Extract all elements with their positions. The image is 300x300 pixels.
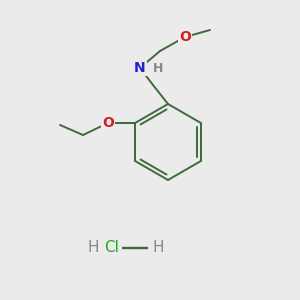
Text: Cl: Cl [105, 241, 119, 256]
Text: H: H [87, 241, 99, 256]
Text: H: H [152, 241, 164, 256]
Text: N: N [134, 61, 146, 75]
Text: O: O [179, 30, 191, 44]
Text: H: H [153, 61, 163, 74]
Text: O: O [102, 116, 114, 130]
